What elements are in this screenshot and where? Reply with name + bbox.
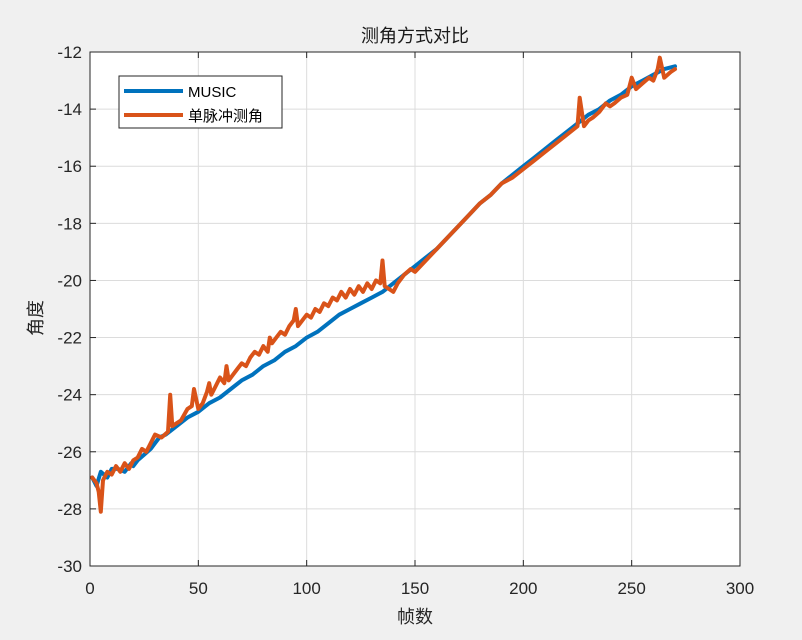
legend[interactable]: MUSIC 单脉冲测角: [118, 75, 283, 129]
y-tick-label: -26: [57, 443, 82, 462]
legend-label-monopulse: 单脉冲测角: [188, 108, 263, 125]
y-tick-label: -20: [57, 271, 82, 290]
y-tick-label: -28: [57, 500, 82, 519]
y-tick-label: -16: [57, 157, 82, 176]
series-line-music: [90, 64, 677, 488]
x-tick-label: 100: [292, 579, 320, 598]
x-axis-label: 帧数: [397, 607, 433, 628]
x-tick-label: 50: [189, 579, 208, 598]
legend-box: [118, 75, 283, 129]
y-tick-label: -30: [57, 557, 82, 576]
x-tick-label: 0: [85, 579, 94, 598]
x-tick-label: 150: [401, 579, 429, 598]
x-tick-label: 250: [617, 579, 645, 598]
ticks: 0 50 100 150 200 250 300 -30 -28 -26 -24 -22 -20 -18 -…: [57, 43, 754, 598]
y-tick-label: -12: [57, 43, 82, 62]
series-line-monopulse: [90, 55, 677, 514]
y-tick-label: -14: [57, 100, 82, 119]
chart-title: 测角方式对比: [361, 26, 469, 47]
y-tick-label: -24: [57, 386, 82, 405]
x-tick-label: 300: [726, 579, 754, 598]
y-tick-label: -22: [57, 329, 82, 348]
y-tick-label: -18: [57, 214, 82, 233]
x-tick-label: 200: [509, 579, 537, 598]
series-lines: [90, 55, 677, 514]
legend-label-music: MUSIC: [188, 84, 237, 101]
y-axis-label: 角度: [26, 300, 47, 336]
